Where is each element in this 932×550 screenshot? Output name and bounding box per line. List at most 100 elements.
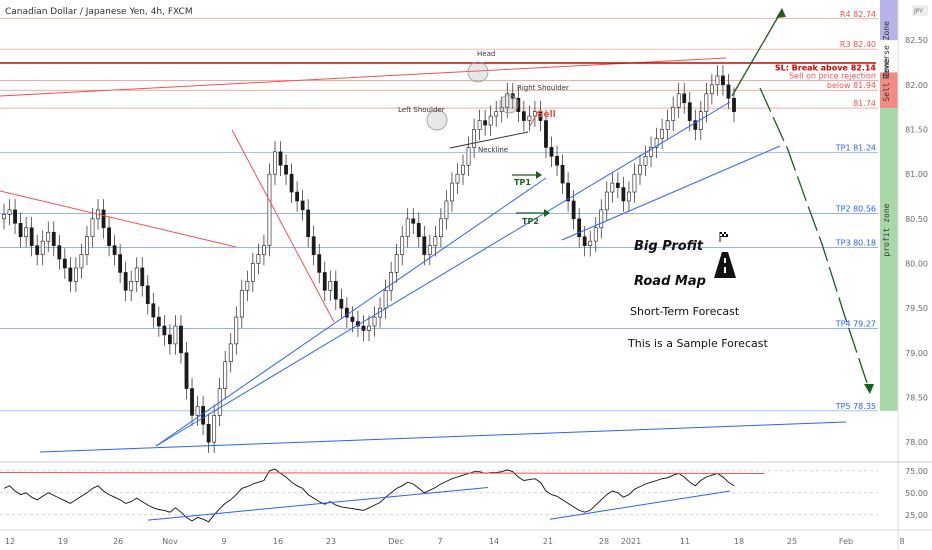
x-tick-label: 28 bbox=[599, 537, 609, 546]
candle-body bbox=[118, 254, 123, 273]
rsi-level-label: 50.00 bbox=[905, 489, 928, 498]
x-tick-label: 11 bbox=[680, 537, 690, 546]
candle-body bbox=[206, 423, 211, 443]
candle-body bbox=[184, 352, 189, 389]
candle-body bbox=[538, 111, 543, 121]
tp1-label: TP1 bbox=[514, 178, 531, 187]
candle-body bbox=[444, 200, 449, 220]
candle-body bbox=[615, 182, 620, 188]
candle-body bbox=[134, 267, 139, 282]
candle-body bbox=[278, 151, 283, 166]
candle-body bbox=[112, 245, 117, 255]
level-label: R3 82.40 bbox=[840, 40, 876, 49]
candle-body bbox=[123, 272, 128, 291]
candle-body bbox=[29, 227, 34, 246]
x-tick-label: 25 bbox=[787, 537, 797, 546]
rsi-resistance-line bbox=[0, 472, 765, 474]
candle-body bbox=[588, 240, 593, 246]
candle-body bbox=[333, 281, 338, 300]
candle-body bbox=[571, 200, 576, 220]
candle-body bbox=[400, 236, 405, 255]
rsi-support-line bbox=[549, 490, 731, 520]
candle-body bbox=[289, 173, 294, 193]
candle-body bbox=[156, 316, 161, 327]
candle-body bbox=[566, 182, 570, 202]
level-label: TP3 80.18 bbox=[835, 238, 876, 247]
candle-body bbox=[577, 218, 582, 237]
candle-body bbox=[2, 214, 6, 220]
candle-body bbox=[560, 164, 565, 184]
big-profit-text: Big Profit bbox=[634, 239, 704, 254]
candle-body bbox=[477, 120, 482, 130]
candle-body bbox=[521, 111, 526, 121]
candle-body bbox=[90, 218, 95, 237]
candle-body bbox=[151, 303, 156, 318]
candle-body bbox=[676, 93, 681, 108]
candle-body bbox=[427, 245, 432, 255]
candle-body bbox=[190, 388, 194, 416]
level-label: R4 82.74 bbox=[840, 10, 876, 19]
candle-body bbox=[405, 218, 410, 237]
y-tick-label: 78.50 bbox=[905, 393, 928, 402]
candle-body bbox=[300, 200, 305, 211]
candle-body bbox=[715, 75, 720, 86]
candle-body bbox=[488, 115, 493, 126]
candle-body bbox=[101, 209, 106, 229]
candle-body bbox=[234, 316, 239, 345]
sample-forecast-text: This is a Sample Forecast bbox=[627, 337, 768, 350]
level-label: TP1 81.24 bbox=[835, 144, 876, 153]
candle-body bbox=[665, 120, 670, 130]
candle-body bbox=[267, 173, 272, 246]
candle-body bbox=[466, 147, 471, 166]
candle-body bbox=[195, 406, 200, 416]
candle-body bbox=[593, 227, 598, 242]
zone-band bbox=[880, 0, 898, 41]
x-tick-label: 2021 bbox=[621, 537, 641, 546]
candle-body bbox=[212, 415, 217, 443]
candle-body bbox=[256, 254, 261, 264]
candle-body bbox=[599, 209, 604, 229]
level-label: Sell on price rejection bbox=[789, 71, 876, 80]
x-tick-label: 7 bbox=[437, 537, 442, 546]
candle-body bbox=[627, 191, 631, 202]
candle-body bbox=[660, 129, 665, 139]
candle-body bbox=[483, 120, 488, 126]
y-tick-label: 82.50 bbox=[905, 36, 928, 45]
candle-body bbox=[654, 138, 659, 148]
x-tick-label: Feb bbox=[839, 537, 853, 546]
candle-body bbox=[416, 223, 421, 237]
candle-body bbox=[35, 245, 40, 255]
candle-body bbox=[693, 120, 698, 130]
candle-body bbox=[494, 111, 499, 117]
x-tick-label: 19 bbox=[58, 537, 68, 546]
candle-body bbox=[372, 316, 377, 327]
candle-body bbox=[344, 307, 349, 318]
x-tick-label: 26 bbox=[113, 537, 123, 546]
candle-body bbox=[632, 173, 637, 193]
candle-body bbox=[732, 97, 736, 112]
right-shoulder-label: Right Shoulder bbox=[517, 84, 569, 92]
y-tick-label: 80.50 bbox=[905, 215, 928, 224]
x-tick-label: 16 bbox=[273, 537, 283, 546]
candle-body bbox=[18, 223, 23, 237]
y-tick-label: 82.00 bbox=[905, 81, 928, 90]
rsi-support-line bbox=[147, 487, 489, 521]
neckline-label: Neckline bbox=[478, 146, 508, 154]
candle-body bbox=[422, 236, 427, 255]
level-label: below 81.94 bbox=[827, 81, 876, 90]
x-tick-label: 9 bbox=[221, 537, 226, 546]
candle-body bbox=[322, 272, 327, 291]
candle-body bbox=[62, 258, 67, 269]
x-tick-label: 18 bbox=[734, 537, 744, 546]
candle-body bbox=[223, 361, 228, 389]
candle-body bbox=[472, 129, 476, 148]
chart-title: Canadian Dollar / Japanese Yen, 4h, FXCM bbox=[5, 7, 193, 17]
candle-body bbox=[367, 325, 371, 331]
candle-body bbox=[638, 164, 642, 175]
candle-body bbox=[704, 93, 709, 112]
candle-body bbox=[284, 164, 288, 175]
candle-body bbox=[721, 75, 725, 86]
x-tick-label: 21 bbox=[543, 537, 553, 546]
